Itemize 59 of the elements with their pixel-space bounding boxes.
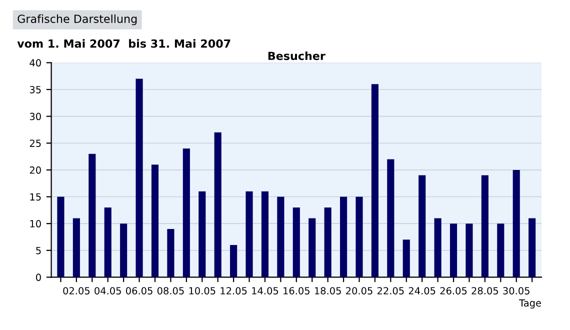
chart-subtitle: vom 1. Mai 2007 bis 31. Mai 2007 <box>17 39 230 48</box>
bar <box>167 228 174 278</box>
bar <box>198 191 206 278</box>
x-tick-label: 06.05 <box>126 287 152 294</box>
bar <box>402 240 410 278</box>
bar <box>72 218 80 278</box>
chart-title: Besucher <box>268 51 326 60</box>
y-tick-label: 0 <box>36 274 41 282</box>
bar <box>434 218 442 278</box>
y-tick-label: 15 <box>30 193 41 201</box>
bar <box>308 218 316 278</box>
bar <box>136 78 143 278</box>
bar <box>340 196 348 278</box>
x-axis-title: Tage <box>519 299 541 309</box>
bar <box>528 218 536 278</box>
y-tick-label: 5 <box>36 246 41 254</box>
x-tick-label: 12.05 <box>220 287 247 294</box>
bar <box>512 170 520 278</box>
bar <box>151 164 159 278</box>
bar <box>214 132 222 278</box>
bar <box>450 224 458 278</box>
y-tick-label: 20 <box>30 166 41 174</box>
bar <box>371 84 378 278</box>
x-tick-label: 20.05 <box>346 287 372 294</box>
text: Grafische Darstellung <box>18 14 137 26</box>
bar <box>261 191 269 278</box>
x-tick-label: 24.05 <box>408 287 436 294</box>
bar <box>246 191 253 278</box>
bar <box>481 175 488 278</box>
bar <box>230 245 238 278</box>
x-tick-label: 14.05 <box>252 287 278 294</box>
x-tick-label: 26.05 <box>440 287 467 294</box>
bar <box>418 175 426 278</box>
y-tick-label: 30 <box>30 112 41 120</box>
bar <box>182 148 190 278</box>
bar <box>120 224 128 278</box>
y-tick-label: 25 <box>30 140 41 147</box>
x-tick-label: 28.05 <box>472 287 498 294</box>
y-tick-label: 35 <box>30 86 41 94</box>
x-tick-label: 10.05 <box>189 287 216 294</box>
y-tick-label: 40 <box>30 59 41 67</box>
x-tick-label: 18.05 <box>314 287 341 294</box>
x-tick-label: 08.05 <box>157 287 184 294</box>
bar <box>356 196 363 278</box>
x-tick-label: 22.05 <box>377 287 404 294</box>
bar <box>497 224 504 278</box>
x-tick-label: 04.05 <box>94 287 121 294</box>
x-tick-label: 02.05 <box>63 287 90 294</box>
bar <box>104 207 112 278</box>
bar <box>324 207 332 278</box>
x-tick-label: 16.05 <box>284 287 310 294</box>
bar <box>277 196 284 278</box>
bar <box>292 207 300 278</box>
x-tick-label: 30.05 <box>503 287 530 294</box>
bar <box>387 159 394 278</box>
bar <box>57 196 64 278</box>
bar <box>466 224 473 278</box>
y-tick-label: 10 <box>30 220 41 228</box>
bar <box>88 154 96 278</box>
